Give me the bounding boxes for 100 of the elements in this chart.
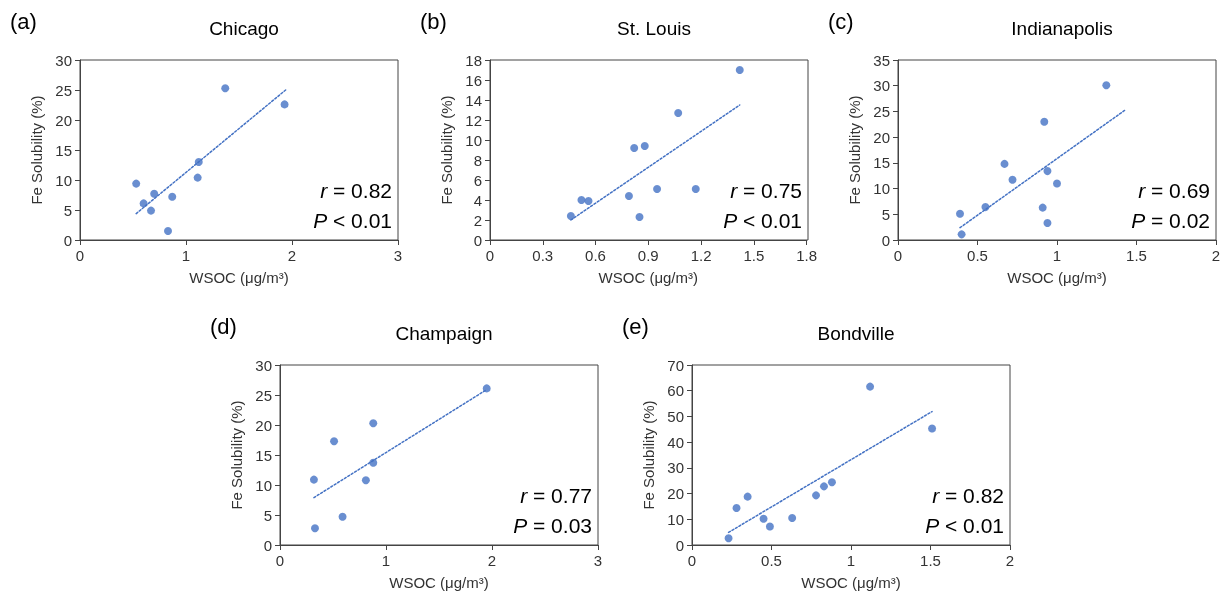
y-tick-label: 30 <box>667 459 684 477</box>
y-tick-label: 5 <box>881 205 890 223</box>
x-axis-title: WSOC (μg/m³) <box>1007 269 1107 286</box>
x-tick-label: 0 <box>485 247 495 264</box>
x-tick-label: 2 <box>487 552 497 569</box>
point <box>221 84 230 93</box>
y-tick-label: 10 <box>255 476 272 494</box>
point <box>630 144 639 152</box>
x-tick-label: 0.9 <box>637 247 659 264</box>
x-tick-label: 0 <box>687 552 697 569</box>
y-tick-label: 5 <box>63 201 72 219</box>
point <box>482 384 491 393</box>
text: (d) <box>210 313 237 339</box>
x-tick-label: 0.5 <box>967 247 988 264</box>
point <box>1043 167 1052 176</box>
point <box>653 185 662 193</box>
x-tick-label: 1 <box>381 552 391 569</box>
x-tick-label: 0.5 <box>761 552 782 569</box>
point <box>193 173 202 182</box>
y-tick-label: 10 <box>465 131 482 149</box>
point <box>635 213 644 221</box>
x-tick-label: 0.3 <box>532 247 554 264</box>
point <box>338 512 347 521</box>
x-tick-label: 1 <box>846 552 856 569</box>
point <box>691 185 700 193</box>
point <box>788 514 797 522</box>
y-tick-label: 70 <box>667 356 684 374</box>
y-tick-label: 2 <box>473 211 482 229</box>
y-tick-label: 14 <box>465 91 482 109</box>
chart-title: Champaign <box>395 323 493 344</box>
point <box>361 476 370 485</box>
annotation: r = 0.75 <box>730 179 803 202</box>
x-tick-label: 2 <box>1005 552 1015 569</box>
point <box>150 189 159 198</box>
annotation: P = 0.03 <box>513 514 593 537</box>
x-tick-label: 1.5 <box>920 552 941 569</box>
text: (b) <box>420 8 447 34</box>
point <box>827 478 836 487</box>
chart-title: Bondville <box>817 323 895 344</box>
annotation: r = 0.77 <box>520 484 593 507</box>
text: (e) <box>622 313 649 339</box>
y-tick-label: 40 <box>667 433 684 451</box>
point <box>310 524 319 533</box>
y-tick-label: 10 <box>55 171 72 189</box>
point <box>330 437 339 446</box>
chart-title: St. Louis <box>617 18 691 39</box>
point <box>640 142 649 150</box>
point <box>566 212 575 220</box>
annotation: P < 0.01 <box>313 209 393 232</box>
y-tick-label: 15 <box>255 446 272 464</box>
point <box>584 197 593 205</box>
y-axis-title: Fe Solubility (%) <box>28 95 45 205</box>
y-tick-label: 20 <box>873 128 890 146</box>
x-tick-label: 0 <box>75 247 85 264</box>
x-tick-label: 0 <box>275 552 285 569</box>
point <box>732 503 741 512</box>
x-tick-label: 1.5 <box>1126 247 1147 264</box>
point <box>956 209 965 218</box>
point <box>1038 203 1047 212</box>
text: (c) <box>828 8 854 34</box>
y-tick-label: 25 <box>873 102 890 120</box>
x-axis-title: WSOC (μg/m³) <box>189 269 289 286</box>
point <box>132 179 141 188</box>
annotation: P < 0.01 <box>723 209 803 232</box>
y-tick-label: 30 <box>873 77 890 95</box>
x-tick-label: 1 <box>181 247 191 264</box>
y-tick-label: 15 <box>873 154 890 172</box>
y-tick-label: 8 <box>473 151 482 169</box>
annotation: P < 0.01 <box>925 514 1005 537</box>
point <box>369 419 378 428</box>
point <box>1008 175 1017 184</box>
point <box>866 382 875 391</box>
y-tick-label: 0 <box>263 536 272 554</box>
point <box>1043 219 1052 228</box>
point <box>163 227 172 235</box>
x-tick-label: 3 <box>593 552 603 569</box>
y-tick-label: 25 <box>255 386 272 404</box>
y-tick-label: 20 <box>55 111 72 129</box>
point <box>1000 159 1009 168</box>
y-tick-label: 12 <box>465 111 482 129</box>
point <box>577 196 586 204</box>
point <box>743 492 752 501</box>
point <box>812 491 821 500</box>
point <box>1040 117 1049 126</box>
x-tick-label: 0 <box>893 247 903 264</box>
x-tick-label: 1.5 <box>743 247 765 264</box>
y-tick-label: 50 <box>667 407 684 425</box>
y-tick-label: 0 <box>473 231 482 249</box>
x-tick-label: 2 <box>287 247 297 264</box>
y-tick-label: 35 <box>873 51 890 69</box>
y-tick-label: 25 <box>55 81 72 99</box>
y-tick-label: 0 <box>63 231 72 249</box>
x-tick-label: 3 <box>393 247 403 264</box>
y-tick-label: 15 <box>55 141 72 159</box>
y-tick-label: 16 <box>465 71 482 89</box>
point <box>1053 179 1061 188</box>
annotation: r = 0.82 <box>320 179 393 202</box>
point <box>624 192 633 200</box>
point <box>1102 81 1111 90</box>
y-tick-label: 18 <box>465 51 482 69</box>
